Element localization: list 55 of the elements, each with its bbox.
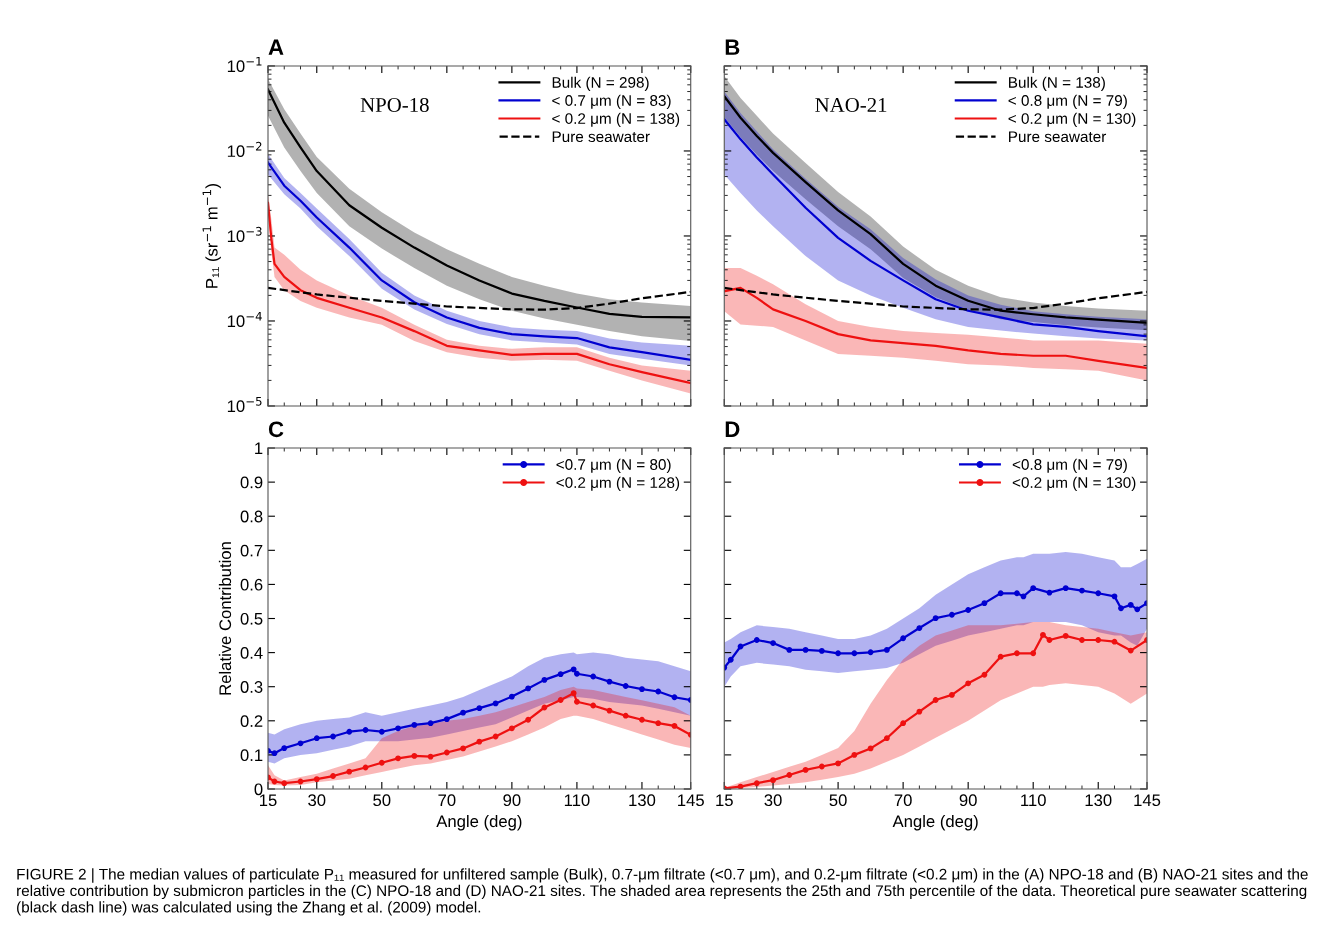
x-axis-title: Angle (deg) [436, 814, 522, 831]
y-axis-title: Relative Contribution [218, 542, 232, 695]
chart-title: D [725, 421, 740, 437]
x-tick-label: 130 [629, 794, 656, 807]
legend-label: <0.8 μm (N = 79) [1012, 458, 1127, 473]
legend-label: Pure seawater [552, 131, 650, 143]
x-tick-label: 30 [764, 794, 782, 807]
x-tick-label: 15 [260, 794, 277, 807]
y-tick-label: 0.3 [240, 681, 263, 693]
legend-label: <0.7 μm (N = 80) [556, 458, 671, 473]
y-tick-label: 10$^{−2}$ [227, 141, 262, 158]
x-tick-label: 50 [373, 794, 391, 807]
chart-title: A [268, 39, 284, 55]
x-tick-label: 90 [503, 794, 521, 807]
caption: FIGURE 2 | The median values of particulate P₁₁ measured for unfiltered sample (Bulk), 0.7-μm filtrate (<0.7 μm), and 0.2-μm filtrate (<0.2 μm) in the (A) NPO-18 and (B) NAO-21 sites and the relative contribution by submicron particles in the (C) NPO-18 and (D) NAO-21 sites. The shaded area represents the 25th and 75th percentile of the data. Theoretical pure seawater scattering (black dash line) was calculated using the Zhang et al. (2009) model. [17, 868, 1308, 916]
legend-label: <0.2 μm (N = 128) [556, 476, 680, 492]
y-tick-label: 0 [254, 783, 263, 796]
x-tick-label: 90 [959, 794, 977, 807]
x-tick-label: 110 [564, 794, 590, 807]
x-axis-title: Angle (deg) [892, 814, 978, 831]
x-tick-label: 50 [829, 794, 847, 807]
y-tick-label: 10$^{−5}$ [227, 397, 262, 413]
legend-label: < 0.8 μm (N = 79) [1008, 94, 1127, 109]
x-tick-label: 145 [1134, 794, 1161, 807]
y-tick-label: 0.6 [240, 578, 263, 591]
y-tick-label: 0.1 [240, 749, 263, 762]
chart-title: B [725, 39, 740, 55]
y-tick-label: 10$^{−3}$ [227, 226, 262, 243]
y-tick-label: 0.5 [240, 612, 263, 625]
y-axis-title: P₁₁ (sr$^{−1}$ m$^{−1}$) [202, 183, 221, 288]
legend-label: < 0.7 μm (N = 83) [552, 94, 671, 109]
x-tick-label: 110 [1021, 794, 1046, 807]
y-tick-label: 0.7 [240, 544, 263, 557]
y-tick-label: 0.8 [240, 510, 263, 523]
y-tick-label: 10$^{−4}$ [227, 312, 262, 328]
y-tick-label: 1 [255, 442, 263, 455]
y-tick-label: 0.2 [240, 715, 263, 728]
legend-label: < 0.2 μm (N = 138) [552, 112, 680, 128]
annotation: NPO-18 [360, 97, 429, 112]
x-tick-label: 15 [716, 794, 733, 807]
x-tick-label: 130 [1085, 794, 1112, 807]
x-tick-label: 70 [438, 794, 456, 807]
annotation: NAO-21 [815, 97, 887, 112]
legend-label: <0.2 μm (N = 130) [1012, 476, 1136, 492]
x-tick-label: 30 [308, 794, 326, 807]
x-tick-label: 145 [678, 794, 704, 807]
y-tick-label: 0.4 [240, 647, 263, 659]
x-tick-label: 70 [894, 794, 912, 807]
y-tick-label: 10$^{−1}$ [227, 56, 262, 73]
legend-label: Pure seawater [1009, 131, 1107, 143]
chart-title: C [268, 421, 284, 438]
legend-label: < 0.2 μm (N = 130) [1008, 112, 1136, 128]
legend-label: Bulk (N = 138) [1009, 76, 1105, 91]
y-tick-label: 0.9 [240, 476, 263, 489]
legend-label: Bulk (N = 298) [552, 76, 649, 91]
